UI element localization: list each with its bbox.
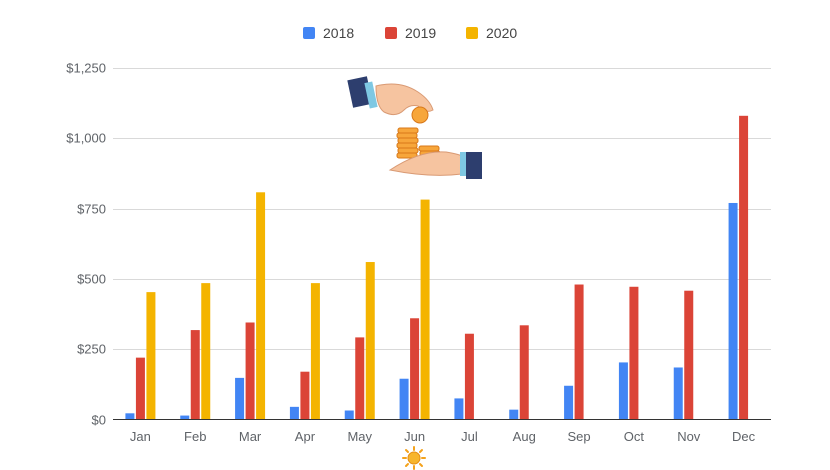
hands-coins-icon (347, 76, 482, 179)
x-tick-label: Jul (461, 429, 478, 444)
y-tick-label: $250 (77, 342, 106, 357)
x-tick-label: Mar (239, 429, 262, 444)
x-tick-label: Aug (513, 429, 536, 444)
bar-2018-mar (235, 377, 245, 420)
bar-2018-jan (125, 413, 135, 420)
bar-2018-jun (399, 378, 409, 420)
x-tick-label: Apr (295, 429, 316, 444)
x-axis-ticks: Jan Feb Mar Apr May Jun Jul Aug Sep Oct Nov Dec (130, 429, 756, 444)
bars (125, 115, 749, 420)
bar-2018-oct (618, 362, 628, 420)
x-tick-label: Sep (568, 429, 591, 444)
bar-2019-mar (245, 322, 255, 420)
bar-2019-jan (135, 357, 145, 420)
bar-2020-apr (310, 283, 320, 420)
legend-label-2019: 2019 (405, 25, 436, 41)
y-tick-label: $750 (77, 202, 106, 217)
sun-icon (402, 446, 426, 470)
bar-2018-feb (180, 415, 190, 420)
bar-2019-apr (300, 371, 310, 420)
x-tick-label: Nov (677, 429, 701, 444)
legend-swatch-2018 (303, 27, 315, 39)
y-tick-label: $1,250 (66, 61, 106, 76)
bar-2020-jan (146, 292, 156, 420)
x-tick-label: May (347, 429, 372, 444)
bar-2018-apr (289, 406, 299, 420)
bar-2019-feb (190, 330, 200, 420)
bar-2019-sep (574, 284, 584, 420)
x-tick-label: Jun (404, 429, 425, 444)
y-axis-ticks: $0 $250 $500 $750 $1,000 $1,250 (66, 61, 106, 428)
bar-2019-nov (684, 290, 694, 420)
y-tick-label: $500 (77, 272, 106, 287)
x-tick-label: Jan (130, 429, 151, 444)
bar-2019-jul (464, 333, 474, 420)
bar-2018-nov (673, 367, 683, 420)
bar-2020-feb (201, 283, 211, 420)
x-tick-label: Oct (624, 429, 645, 444)
legend-swatch-2019 (385, 27, 397, 39)
bar-2018-may (344, 410, 354, 420)
bar-2019-jun (410, 318, 420, 420)
bar-2019-may (355, 337, 365, 420)
bar-2020-may (365, 262, 375, 420)
legend-label-2020: 2020 (486, 25, 517, 41)
legend: 2018 2019 2020 (303, 25, 517, 41)
bar-2019-oct (629, 286, 639, 420)
bar-2019-aug (519, 325, 529, 420)
bar-2018-dec (728, 202, 738, 420)
bar-2020-mar (256, 192, 266, 420)
bar-2018-jul (454, 398, 464, 420)
x-tick-label: Feb (184, 429, 206, 444)
x-tick-label: Dec (732, 429, 756, 444)
bar-2018-aug (509, 409, 519, 420)
bar-2020-jun (420, 199, 430, 420)
y-tick-label: $0 (92, 413, 106, 428)
gridlines (113, 68, 771, 350)
bar-2019-dec (739, 115, 749, 420)
legend-label-2018: 2018 (323, 25, 354, 41)
y-tick-label: $1,000 (66, 131, 106, 146)
bar-2018-sep (564, 385, 574, 420)
legend-swatch-2020 (466, 27, 478, 39)
